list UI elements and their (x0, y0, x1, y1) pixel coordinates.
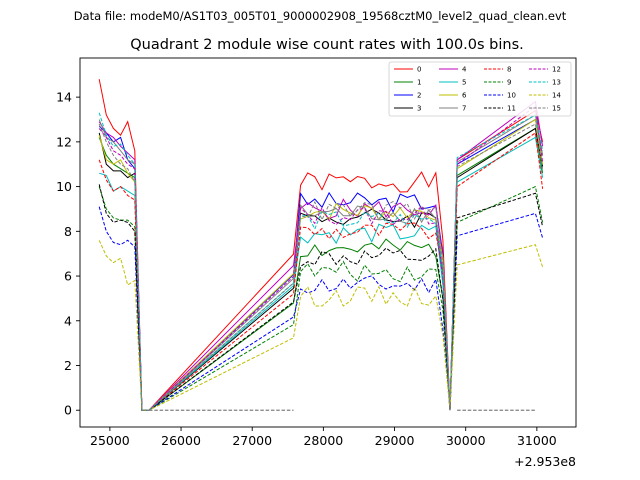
x-offset-label: +2.953e8 (514, 454, 576, 469)
y-tick-label: 0 (64, 403, 72, 418)
legend-label: 8 (507, 66, 511, 74)
x-tick-label: 29000 (375, 433, 415, 448)
series-line-9 (98, 185, 544, 411)
y-tick-label: 10 (56, 179, 72, 194)
data-file-label: Data file: modeM0/AS1T03_005T01_90000029… (74, 9, 567, 23)
legend-label: 11 (507, 105, 516, 113)
legend-label: 3 (417, 105, 421, 113)
legend-label: 2 (417, 92, 421, 100)
series-line-7 (98, 114, 544, 411)
legend-label: 15 (552, 105, 561, 113)
series-line-14 (98, 240, 544, 411)
series-line-13 (98, 112, 544, 411)
legend-label: 10 (507, 92, 516, 100)
y-tick-label: 4 (64, 313, 72, 328)
x-tick-label: 27000 (232, 433, 272, 448)
legend-label: 7 (462, 105, 466, 113)
y-tick-label: 14 (56, 90, 72, 105)
axes: 25000 26000 27000 28000 29000 30000 31000 0 2 4 6 8… (56, 57, 577, 448)
legend-label: 5 (462, 79, 466, 87)
x-tick-label: 28000 (303, 433, 343, 448)
legend-box (388, 61, 572, 117)
legend-label: 14 (552, 92, 561, 100)
legend-label: 4 (462, 66, 467, 74)
y-tick-label: 6 (64, 269, 72, 284)
legend-label: 6 (462, 92, 467, 100)
legend-label: 1 (417, 79, 421, 87)
series-line-5 (99, 136, 544, 411)
series-line-8 (98, 132, 544, 411)
legend-label: 9 (507, 79, 511, 87)
series-lines (98, 79, 544, 411)
x-tick-label: 25000 (90, 433, 130, 448)
legend-label: 13 (552, 79, 561, 87)
y-tick-label: 12 (56, 134, 72, 149)
series-line-15 (98, 123, 544, 411)
series-line-11 (98, 184, 544, 411)
x-tick-label: 26000 (161, 433, 201, 448)
y-tick-label: 8 (64, 224, 72, 239)
legend-label: 0 (417, 66, 421, 74)
x-tick-label: 31000 (517, 433, 557, 448)
plot-frame (79, 57, 577, 428)
y-tick-label: 2 (64, 358, 72, 373)
series-line-6 (98, 118, 544, 411)
x-tick-label: 30000 (446, 433, 486, 448)
legend-label: 12 (552, 66, 561, 74)
series-line-2 (98, 118, 544, 411)
series-line-0 (98, 79, 544, 411)
series-line-10 (98, 206, 544, 411)
chart-title: Quadrant 2 module wise count rates with … (130, 37, 524, 53)
series-line-12 (98, 105, 544, 411)
